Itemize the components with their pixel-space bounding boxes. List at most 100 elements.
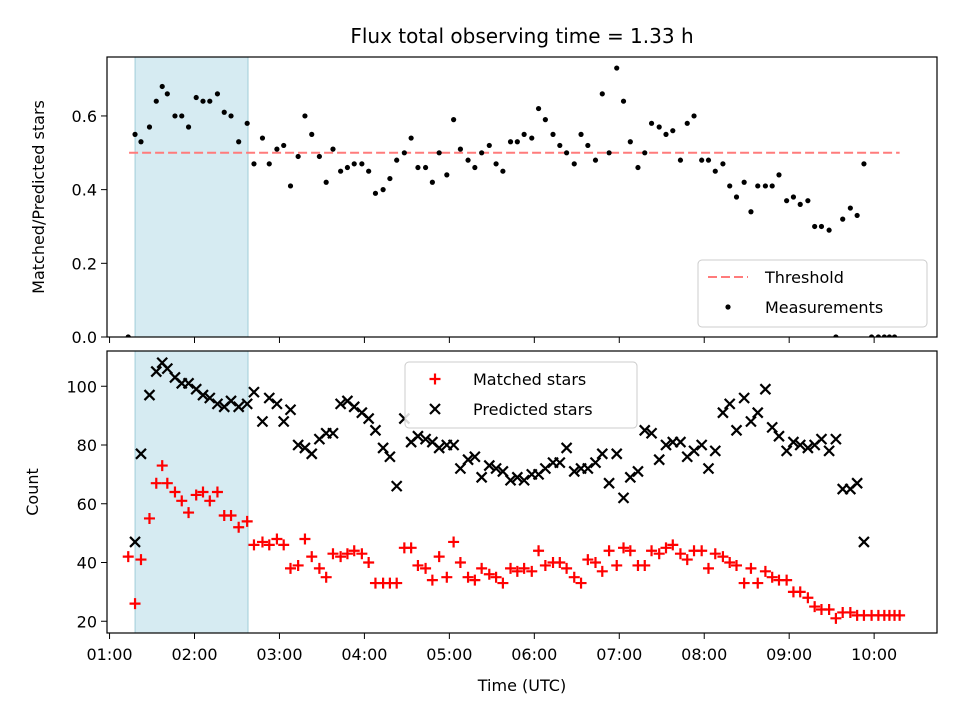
measurement-point [755,183,761,189]
matched-star-point [462,571,474,583]
predicted-star-point [241,398,253,410]
predicted-star-point [539,462,552,475]
matched-star-point [603,545,615,557]
top-legend: Threshold Measurements [697,259,928,328]
matched-star-point [781,574,793,586]
measurement-point [500,168,506,174]
measurement-point [380,187,386,193]
measurement-point [451,117,457,123]
matched-star-point [263,539,275,551]
matched-star-point [420,562,432,574]
x-axis-label: Time (UTC) [477,676,566,695]
matched-star-point [575,577,587,589]
measurement-point [762,183,768,189]
matched-star-point [448,536,460,548]
predicted-star-point [384,450,396,463]
top-panel: 0.0 0.2 0.4 0.6 Matched/Predicted stars Thr… [29,0,938,347]
predicted-star-point [511,471,524,484]
measurement-point [251,161,257,167]
matched-star-point [681,554,693,566]
matched-star-point [156,460,168,472]
predicted-star-point [256,415,269,428]
measurement-point [164,91,170,97]
predicted-star-point [271,398,283,410]
matched-star-point [412,559,424,571]
measurement-point [571,161,577,167]
legend-threshold-label: Threshold [764,268,844,287]
matched-star-point [766,571,778,583]
top-plot-marks [125,0,902,337]
y-tick-label: 0.4 [72,181,97,200]
predicted-star-point [617,492,630,504]
matched-star-point [596,565,608,577]
measurement-point [776,172,782,178]
matched-star-point [709,548,721,560]
measurement-point [185,124,192,130]
measurement-point [784,198,790,204]
measurement-point [620,98,627,104]
matched-star-point [248,539,260,551]
measurement-point [172,113,178,119]
predicted-star-point [263,392,276,404]
matched-star-point [823,604,835,615]
predicted-star-point [292,439,304,451]
top-y-axis-label: Matched/Predicted stars [29,100,48,294]
predicted-star-point [653,453,665,466]
predicted-star-point [610,448,623,460]
predicted-star-point [766,421,778,434]
matched-star-point [190,489,202,501]
bottom-x-ticks: 01:00 02:00 03:00 04:00 05:00 06:00 07:00 08:00… [86,633,897,664]
measurement-point [868,334,875,337]
measurement-point [408,135,414,141]
measurement-point [514,139,520,145]
matched-star-point [505,562,517,574]
measurement-point [670,128,676,134]
predicted-star-point [182,377,195,390]
matched-star-point [129,598,141,610]
measurement-point [207,98,213,104]
matched-star-point [320,571,332,583]
measurement-point [351,161,357,167]
matched-star-point [225,510,237,521]
y-tick-label: 40 [77,554,97,573]
measurement-point [663,131,669,137]
predicted-star-point [787,436,800,448]
x-tick-label: 05:00 [426,645,472,664]
legend-matched-swatch [429,373,441,385]
matched-star-point [660,542,672,554]
measurement-point [387,175,393,182]
measurement-point [259,135,266,141]
measurement-point [159,83,165,90]
measurement-point [521,131,527,137]
matched-star-point [624,545,636,557]
predicted-star-point [632,465,644,478]
matched-star-point [150,477,162,489]
measurement-point [861,161,867,167]
measurement-point [897,0,902,3]
matched-star-point [313,562,325,574]
matched-star-point [256,536,268,548]
measurement-point [228,113,234,119]
y-tick-label: 80 [77,436,97,455]
predicted-star-point [327,427,339,440]
predicted-star-point [589,456,602,469]
predicted-star-point [560,442,573,454]
matched-star-point [483,568,495,580]
matched-star-point [724,557,736,568]
measurement-point [330,146,336,152]
predicted-star-point [447,439,460,451]
measurement-point [372,190,379,196]
measurement-point [366,168,372,174]
measurement-point [891,334,898,337]
measurement-point [436,150,442,156]
predicted-star-point [518,474,530,487]
measurement-point [833,334,839,337]
predicted-star-point [284,403,297,416]
matched-star-point [135,554,147,566]
measurement-point [146,124,153,130]
matched-star-point [752,577,764,589]
measurement-point [812,223,818,230]
matched-star-point [143,512,155,524]
matched-star-point [405,542,417,554]
measurement-point [733,194,740,200]
